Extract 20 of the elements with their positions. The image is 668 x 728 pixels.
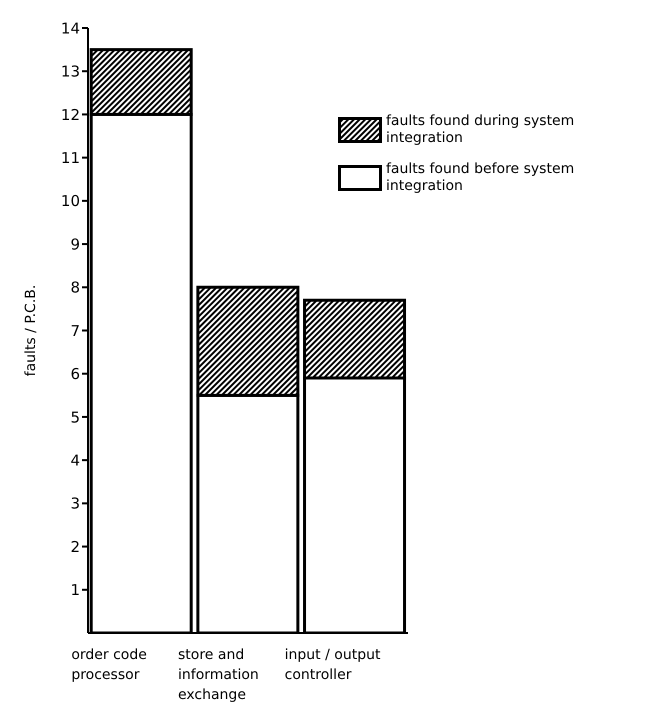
y-tick-label: 3 [70, 494, 80, 513]
y-tick-label: 9 [70, 235, 80, 254]
x-tick-label: store and information exchange [178, 647, 259, 703]
y-tick-label: 7 [70, 322, 80, 340]
legend-label: faults found during system integration [386, 113, 576, 147]
y-tick-label: 6 [70, 365, 80, 384]
x-tick-label: order code processor [71, 647, 147, 683]
y-tick-label: 11 [60, 148, 80, 167]
y-tick-label: 5 [70, 408, 80, 426]
y-tick-label: 14 [60, 19, 80, 38]
y-tick-label: 8 [70, 278, 80, 297]
y-tick-label: 2 [70, 538, 80, 556]
y-tick-label: 10 [60, 192, 80, 210]
y-tick-label: 13 [60, 62, 80, 81]
y-tick-label: 4 [70, 451, 80, 470]
y-tick-label: 1 [70, 581, 80, 600]
y-tick-label: 12 [60, 106, 80, 124]
x-tick-label: input / output controller [284, 647, 381, 683]
legend-label: faults found before system integration [386, 161, 576, 195]
y-axis-title: faults / P.C.B. [22, 284, 39, 376]
